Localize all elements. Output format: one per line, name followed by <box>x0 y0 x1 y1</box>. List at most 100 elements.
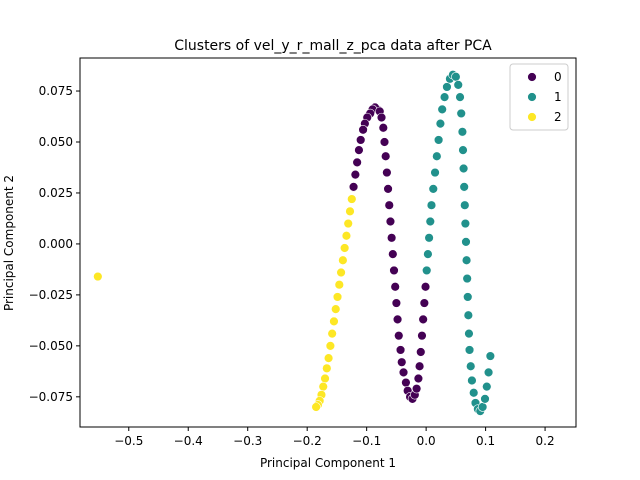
point-cluster-0 <box>379 137 390 147</box>
y-tick-label: −0.025 <box>29 288 73 302</box>
y-tick-label: 0.075 <box>39 84 73 98</box>
point-cluster-1 <box>464 345 475 355</box>
point-cluster-1 <box>426 200 437 210</box>
y-tick-label: 0.050 <box>39 135 73 149</box>
point-cluster-1 <box>463 310 474 320</box>
point-cluster-1 <box>460 200 470 210</box>
point-cluster-1 <box>455 92 465 102</box>
y-tick-label: −0.075 <box>29 390 73 404</box>
point-cluster-1 <box>437 104 447 115</box>
point-cluster-0 <box>419 298 430 308</box>
point-cluster-1 <box>457 127 468 137</box>
legend-marker-1 <box>527 92 537 102</box>
point-cluster-0 <box>378 123 389 133</box>
point-cluster-2 <box>322 363 332 373</box>
point-cluster-0 <box>413 373 424 384</box>
point-cluster-1 <box>461 255 472 265</box>
plot-frame <box>79 57 577 428</box>
point-cluster-2 <box>347 194 357 204</box>
point-cluster-2 <box>339 243 350 253</box>
point-cluster-2 <box>345 206 355 217</box>
point-cluster-0 <box>383 184 393 194</box>
point-cluster-1 <box>469 388 479 398</box>
y-tick-label: −0.050 <box>29 339 73 353</box>
point-cluster-0 <box>384 200 394 210</box>
point-cluster-0 <box>376 112 387 123</box>
point-cluster-2 <box>334 280 344 290</box>
scatter-points <box>93 70 496 416</box>
x-tick-label: −0.4 <box>174 434 203 448</box>
point-cluster-0 <box>397 357 407 367</box>
legend-label-1: 1 <box>554 90 562 104</box>
point-cluster-1 <box>425 216 435 227</box>
point-cluster-1 <box>451 72 461 82</box>
point-cluster-2 <box>327 328 337 339</box>
point-cluster-1 <box>433 135 444 145</box>
x-axis-label: Principal Component 1 <box>260 456 396 470</box>
point-cluster-1 <box>463 292 473 302</box>
x-tick-label: −0.5 <box>114 434 143 448</box>
x-tick-label: 0.0 <box>417 434 436 448</box>
point-cluster-1 <box>485 351 496 361</box>
point-cluster-1 <box>483 367 494 378</box>
point-cluster-0 <box>401 377 411 388</box>
legend: 0 1 2 <box>509 63 569 131</box>
point-cluster-0 <box>418 314 428 325</box>
point-cluster-2 <box>323 353 334 363</box>
point-cluster-1 <box>458 163 469 174</box>
point-cluster-0 <box>416 347 426 357</box>
point-cluster-0 <box>356 135 366 145</box>
point-cluster-0 <box>385 216 396 227</box>
point-cluster-1 <box>430 167 440 178</box>
point-cluster-2 <box>320 373 330 384</box>
point-cluster-2 <box>341 231 352 241</box>
point-cluster-0 <box>398 367 409 378</box>
point-cluster-2 <box>93 271 103 282</box>
point-cluster-1 <box>480 394 490 404</box>
point-cluster-1 <box>423 249 433 259</box>
point-cluster-2 <box>311 402 321 412</box>
point-cluster-1 <box>439 92 450 102</box>
point-cluster-0 <box>388 249 398 259</box>
point-cluster-1 <box>477 402 488 412</box>
point-cluster-1 <box>424 233 434 243</box>
point-cluster-0 <box>420 282 431 292</box>
point-cluster-1 <box>467 375 477 386</box>
y-axis-label: Principal Component 2 <box>2 175 16 311</box>
point-cluster-2 <box>318 381 328 392</box>
point-cluster-1 <box>458 145 468 155</box>
x-tick-label: −0.1 <box>352 434 381 448</box>
y-axis: −0.075 −0.050 −0.025 0.000 0.025 0.050 0.075 <box>29 84 80 404</box>
point-cluster-0 <box>386 233 397 243</box>
point-cluster-0 <box>411 383 422 394</box>
x-axis: −0.5 −0.4 −0.3 −0.2 −0.1 0.0 0.1 0.2 <box>114 427 555 448</box>
point-cluster-0 <box>380 151 391 161</box>
point-cluster-1 <box>432 151 442 161</box>
point-cluster-0 <box>417 330 427 341</box>
legend-label-0: 0 <box>554 70 562 84</box>
point-cluster-1 <box>466 361 476 371</box>
point-cluster-1 <box>462 273 472 284</box>
point-cluster-1 <box>456 108 466 119</box>
point-cluster-1 <box>461 237 471 247</box>
point-cluster-0 <box>390 282 400 292</box>
point-cluster-0 <box>391 298 402 308</box>
point-cluster-1 <box>460 218 471 229</box>
point-cluster-0 <box>414 361 425 371</box>
point-cluster-0 <box>382 167 392 178</box>
point-cluster-0 <box>352 157 362 168</box>
legend-marker-0 <box>527 72 537 82</box>
point-cluster-1 <box>428 184 438 194</box>
point-cluster-0 <box>348 182 359 192</box>
point-cluster-1 <box>435 118 446 129</box>
point-cluster-1 <box>464 328 474 339</box>
chart-title: Clusters of vel_y_r_mall_z_pca data afte… <box>174 38 492 54</box>
x-tick-label: 0.1 <box>476 434 495 448</box>
point-cluster-1 <box>453 80 463 90</box>
x-tick-label: −0.2 <box>293 434 322 448</box>
point-cluster-2 <box>336 267 346 278</box>
point-cluster-0 <box>354 145 364 155</box>
x-tick-label: −0.3 <box>233 434 262 448</box>
legend-marker-2 <box>527 112 537 122</box>
